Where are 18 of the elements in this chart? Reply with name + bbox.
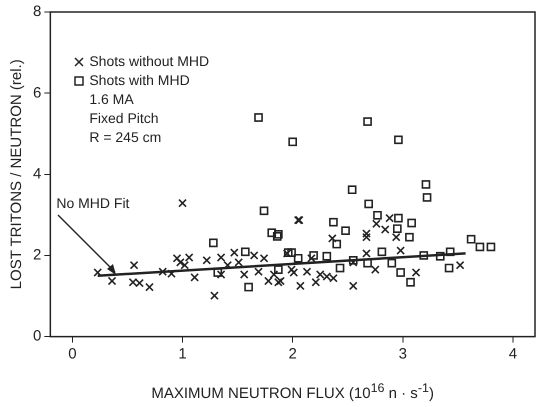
legend-label: Shots without MHD — [89, 52, 210, 71]
y-tick-label: 0 — [33, 328, 42, 345]
y-tick-label: 2 — [33, 246, 42, 264]
annotation: R = 245 cm — [88, 128, 162, 147]
y-tick-label: 6 — [33, 84, 42, 102]
legend-label: Shots with MHD — [89, 71, 190, 90]
x-axis-title: MAXIMUM NEUTRON FLUX (10$^{16}$ n · s$^{-1}$) — [150, 381, 435, 402]
y-tick-label: 4 — [33, 165, 42, 182]
x-tick-label: 1 — [178, 346, 187, 363]
annotation: Fixed Pitch — [88, 109, 160, 128]
y-axis-title: LOST TRITONS / NEUTRON (rel.) — [8, 59, 26, 290]
x-tick-label: 3 — [398, 346, 407, 363]
y-tick-label: 8 — [33, 3, 42, 20]
x-tick-label: 4 — [508, 346, 518, 363]
annotation: No MHD Fit — [56, 194, 130, 211]
x-tick-label: 0 — [68, 346, 77, 363]
x-tick-label: 2 — [288, 346, 297, 363]
annotation: 1.6 MA — [88, 90, 135, 109]
